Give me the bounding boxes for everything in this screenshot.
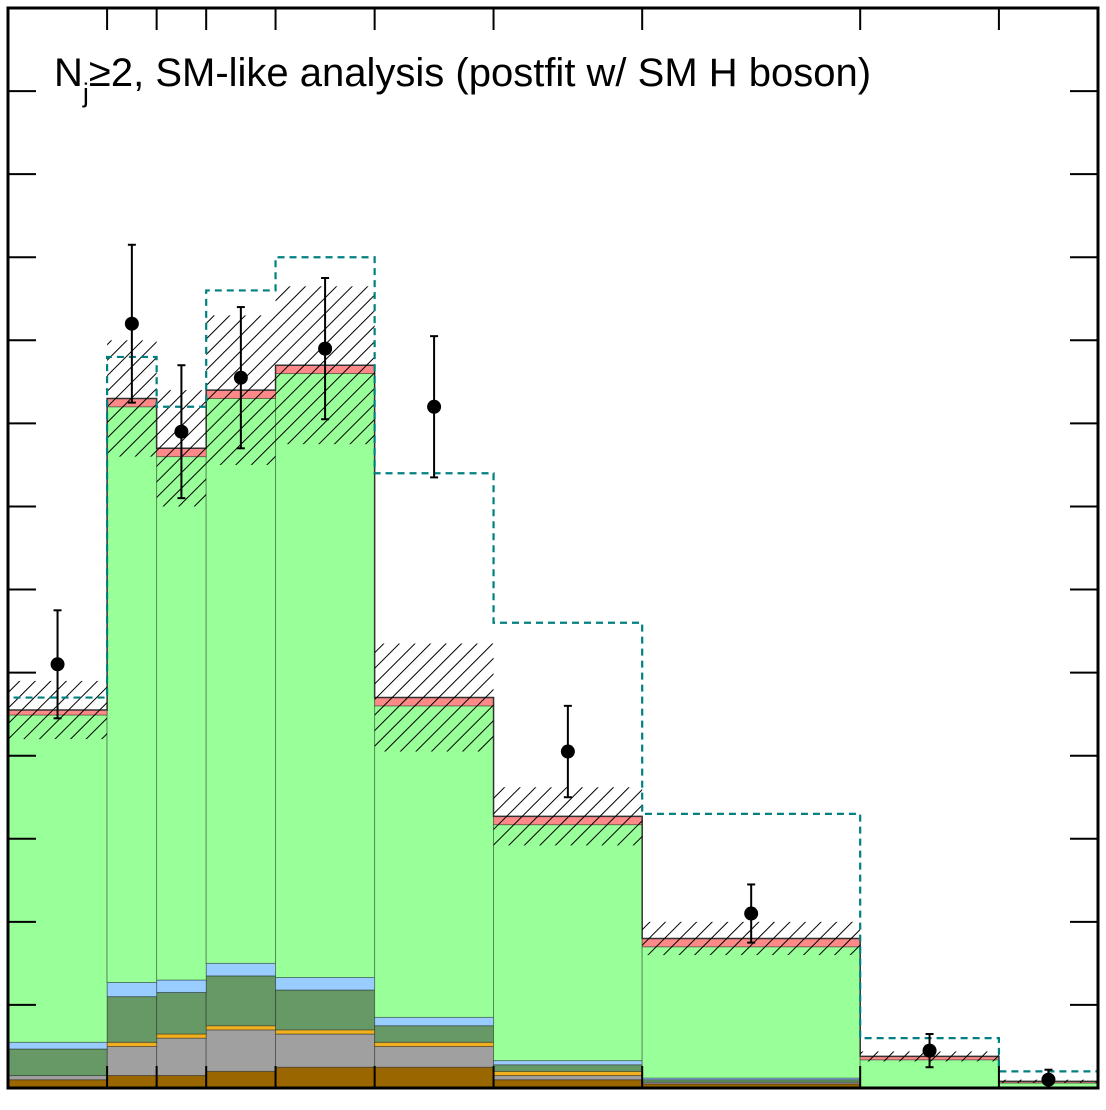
bar-orange-5 — [374, 1041, 495, 1047]
bar-lightblue-5 — [374, 1016, 495, 1027]
data-point-1 — [124, 316, 139, 331]
data-point-0 — [50, 657, 65, 672]
bar-gray-5 — [374, 1045, 495, 1068]
bar-lightblue-6 — [493, 1060, 643, 1066]
bar-green-7 — [641, 946, 861, 1079]
dashed-histogram-line — [6, 256, 1098, 1088]
bar-lightblue-3 — [205, 962, 277, 977]
axes-frame — [6, 6, 1100, 1090]
bar-lightblue-1 — [106, 981, 158, 998]
bar-lightblue-0 — [7, 1041, 108, 1050]
bar-brown-5 — [374, 1066, 495, 1089]
bar-brown-1 — [106, 1075, 158, 1089]
bar-brown-4 — [275, 1066, 376, 1089]
bar-orange-2 — [156, 1033, 207, 1039]
bar-green-1 — [106, 406, 158, 983]
data-point-5 — [427, 399, 442, 414]
bar-brown-2 — [156, 1075, 207, 1089]
bar-green-6 — [493, 824, 643, 1062]
bar-gray-1 — [106, 1045, 158, 1077]
bar-green-0 — [7, 714, 108, 1043]
bar-green-4 — [275, 373, 376, 979]
bar-brown-3 — [205, 1070, 277, 1089]
bar-darkgreen-0 — [7, 1048, 108, 1077]
bar-orange-1 — [106, 1041, 158, 1047]
data-point-4 — [318, 341, 333, 356]
bar-darkgreen-5 — [374, 1025, 495, 1043]
bar-gray-3 — [205, 1029, 277, 1072]
data-point-2 — [174, 424, 189, 439]
bar-gray-2 — [156, 1037, 207, 1077]
bar-darkgreen-6 — [493, 1064, 643, 1072]
bar-darkgreen-4 — [275, 989, 376, 1031]
bar-orange-4 — [275, 1029, 376, 1035]
bar-green-5 — [374, 705, 495, 1018]
data-points — [50, 243, 1056, 1089]
chart-title: Nj≥2, SM-like analysis (postfit w/ SM H … — [54, 51, 871, 108]
plot-frame — [6, 6, 1100, 1090]
bar-gray-6 — [493, 1075, 643, 1081]
data-point-7 — [744, 906, 759, 921]
data-point-9 — [1041, 1072, 1056, 1087]
bar-darkgreen-1 — [106, 996, 158, 1043]
bar-lightblue-4 — [275, 977, 376, 991]
bar-green-3 — [205, 397, 277, 964]
data-point-6 — [560, 744, 575, 759]
bar-gray-4 — [275, 1033, 376, 1068]
bar-gray-0 — [7, 1075, 108, 1081]
bar-green-2 — [156, 456, 207, 981]
dashed-histogram — [6, 256, 1098, 1088]
bar-lightblue-2 — [156, 979, 207, 993]
bar-darkgreen-3 — [205, 975, 277, 1027]
data-point-3 — [233, 370, 248, 385]
data-point-8 — [922, 1043, 937, 1058]
bar-orange-6 — [493, 1070, 643, 1077]
bar-orange-3 — [205, 1025, 277, 1031]
uncertainty-band-5 — [374, 643, 494, 752]
bar-darkgreen-2 — [156, 991, 207, 1035]
